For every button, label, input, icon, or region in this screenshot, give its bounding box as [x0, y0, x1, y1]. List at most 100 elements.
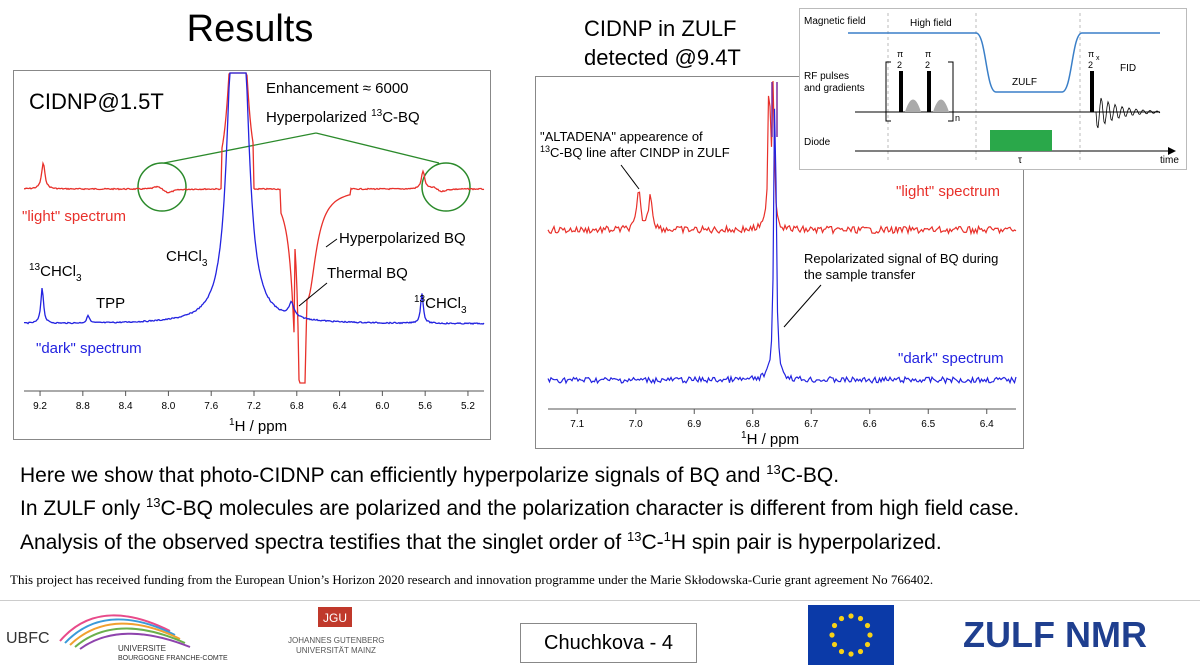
pulse-3 [1090, 71, 1094, 112]
eu-star [864, 622, 871, 629]
left-dark-label: "dark" spectrum [36, 340, 142, 357]
pulse-1 [899, 71, 903, 112]
right-spectrum-chart: "ALTADENA" appearence of 13C-BQ line aft… [540, 80, 1017, 448]
slide-title: Results [186, 8, 314, 50]
x-tick-label: 6.4 [980, 419, 994, 430]
gradient-2 [933, 99, 949, 112]
body-line-1-b: C-BQ. [780, 464, 840, 487]
eu-star [831, 641, 838, 648]
right-heading: CIDNP in ZULF detected @9.4T [584, 14, 741, 72]
thermal-bq-arrow [298, 282, 328, 307]
right-heading-line2: detected @9.4T [584, 45, 741, 70]
x-tick-label: 8.8 [76, 401, 90, 412]
x-tick-label: 6.9 [687, 419, 701, 430]
eu-star [867, 632, 873, 638]
left-spectrum-panel: CIDNP@1.5T Enhancement ≈ 6000 Hyperpolar… [13, 70, 491, 440]
x-tick-label: 8.0 [161, 401, 175, 412]
eu-star [848, 613, 854, 619]
magnetic-field-label: Magnetic field [804, 16, 866, 27]
pulse-diagram-svg: Magnetic field High field ZULF RF pulses… [804, 13, 1179, 166]
right-light-series [547, 80, 1017, 236]
x-3: x [1096, 55, 1100, 62]
body-line-3-sup2: 1 [663, 529, 671, 544]
x-tick-label: 5.6 [418, 401, 432, 412]
right-heading-line1: CIDNP in ZULF [584, 16, 737, 41]
pi-3: π [1088, 49, 1094, 59]
funding-note: This project has received funding from t… [10, 572, 934, 587]
rf-label-line1: RF pulses [804, 71, 849, 82]
eu-star [857, 615, 864, 622]
time-label: time [1160, 155, 1179, 166]
repol-arrow [783, 284, 822, 328]
chcl3-label: CHCl3 [166, 248, 208, 269]
x-tick-label: 6.6 [863, 419, 877, 430]
eu-star [838, 648, 845, 655]
rf-label-line2: and gradients [804, 83, 865, 94]
body-line-2: In ZULF only 13C-BQ molecules are polari… [20, 495, 1019, 521]
thermal-bq-label: Thermal BQ [327, 265, 408, 282]
eu-star [829, 632, 835, 638]
two-2: 2 [925, 60, 930, 70]
x-tick-label: 6.0 [375, 401, 389, 412]
x-tick-label: 6.8 [290, 401, 304, 412]
body-line-2-b: C-BQ molecules are polarized and the pol… [160, 497, 1020, 520]
n-label: n [955, 113, 960, 123]
x-tick-label: 5.2 [461, 401, 475, 412]
zulf-label: ZULF [1012, 77, 1037, 88]
x-tick-label: 7.6 [204, 401, 218, 412]
x-tick-label: 6.4 [333, 401, 347, 412]
x-tick-label: 6.8 [746, 419, 760, 430]
c13chcl3-label-right: 13CHCl3 [414, 294, 467, 316]
body-line-1: Here we show that photo-CIDNP can effici… [20, 462, 839, 488]
slide-number-box: Chuchkova - 4 [520, 623, 697, 663]
guide-line-right [315, 132, 440, 164]
body-line-3-mid: C- [641, 531, 664, 554]
repol-line1: Repolarizated signal of BQ during [804, 251, 998, 266]
eu-star [838, 615, 845, 622]
high-field-label: High field [910, 18, 952, 29]
body-line-3-a: Analysis of the observed spectra testifi… [20, 531, 627, 554]
right-dark-series [547, 108, 1017, 385]
time-arrow-head [1168, 147, 1176, 155]
body-line-1-sup: 13 [766, 462, 781, 477]
jgu-text: JGU [323, 611, 347, 625]
pulse-2 [927, 71, 931, 112]
left-light-label: "light" spectrum [22, 208, 126, 225]
x-tick-label: 9.2 [33, 401, 47, 412]
right-dark-label: "dark" spectrum [898, 350, 1004, 367]
hyper-13c-bq-label: Hyperpolarized 13C-BQ [266, 108, 420, 126]
diode-pulse [990, 130, 1052, 151]
fid-label: FID [1120, 63, 1136, 74]
x-tick-label: 7.1 [570, 419, 584, 430]
circle-left [137, 162, 187, 212]
gutenberg-logo: JGU JOHANNES GUTENBERG UNIVERSITÄT MAINZ [288, 607, 384, 655]
c13chcl3-label-left: 13CHCl3 [29, 262, 82, 284]
circle-right [421, 162, 471, 212]
body-line-3-b: H spin pair is hyperpolarized. [670, 531, 942, 554]
body-line-1-a: Here we show that photo-CIDNP can effici… [20, 464, 767, 487]
altadena-arrow [620, 164, 640, 190]
hyper-bq-arrow [325, 238, 338, 248]
left-x-axis-label: 1H / ppm [229, 417, 287, 435]
bracket [885, 61, 954, 122]
left-dark-series [24, 72, 485, 325]
x-tick-label: 6.7 [804, 419, 818, 430]
eu-star [857, 648, 864, 655]
diode-label: Diode [804, 137, 831, 148]
univ-line2: BOURGOGNE FRANCHE-COMTE [118, 655, 228, 662]
pulse-diagram: Magnetic field High field ZULF RF pulses… [799, 8, 1187, 170]
eu-star [848, 651, 854, 657]
right-light-label: "light" spectrum [896, 183, 1000, 200]
zulf-nmr-text: ZULF NMR [963, 614, 1147, 655]
fid-wave [1095, 97, 1161, 129]
two-1: 2 [897, 60, 902, 70]
body-line-2-a: In ZULF only [20, 497, 147, 520]
altadena-line1: "ALTADENA" appearence of [540, 129, 703, 144]
footer-bar: UBFC UNIVERSITE BOURGOGNE FRANCHE-COMTE … [0, 600, 1200, 668]
x-tick-label: 7.2 [247, 401, 261, 412]
eu-flag [808, 605, 894, 665]
univ-line1: UNIVERSITE [118, 644, 166, 653]
gutenberg-line1: JOHANNES GUTENBERG [288, 636, 384, 645]
repol-line2: the sample transfer [804, 267, 916, 282]
left-spectrum-chart: CIDNP@1.5T Enhancement ≈ 6000 Hyperpolar… [22, 72, 485, 435]
